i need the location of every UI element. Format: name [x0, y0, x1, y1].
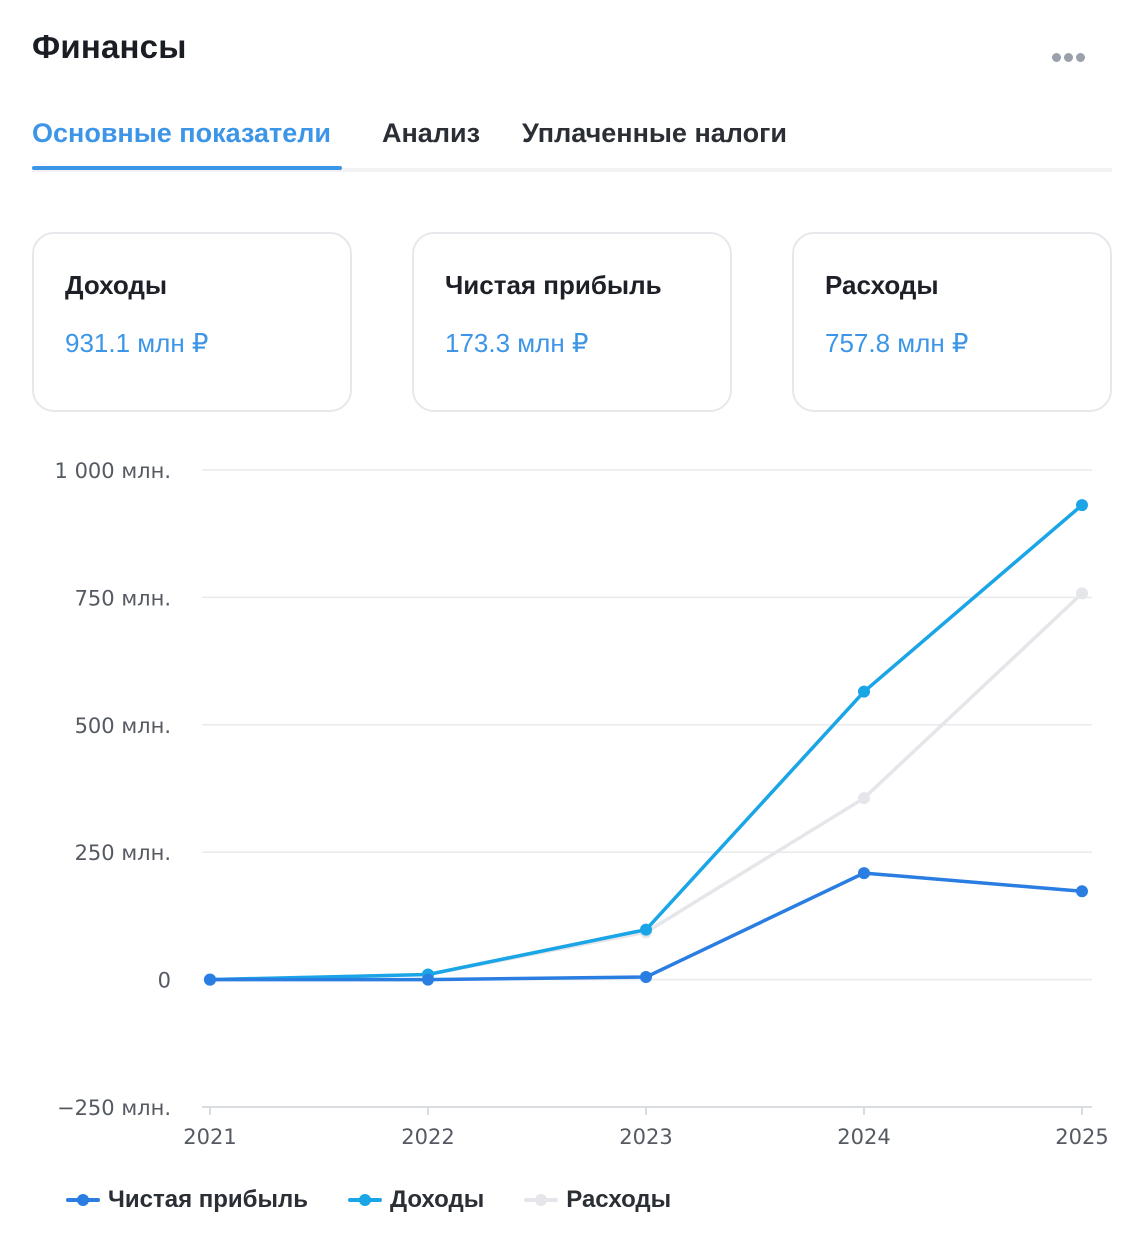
y-tick-label: 0 [158, 969, 171, 993]
card-net-profit-label: Чистая прибыль [445, 270, 662, 300]
active-tab-indicator [32, 166, 342, 170]
finance-header: Финансы [32, 28, 1110, 78]
data-point-net-profit [204, 973, 216, 986]
y-tick-label: 500 млн. [75, 714, 171, 738]
legend-swatch-income [347, 1194, 382, 1206]
card-income-value: 931.1 млн ₽ [65, 328, 209, 358]
finance-line-chart: −250 млн. 0 250 млн. 500 млн. 750 млн. 1 000 … [0, 440, 1142, 1160]
page-title: Финансы [32, 28, 187, 65]
x-tick-label: 2024 [837, 1125, 890, 1149]
x-tick-label: 2021 [183, 1125, 236, 1149]
chart-legend: Чистая прибыль Доходы Расходы [66, 1182, 711, 1218]
x-tick-label: 2022 [401, 1125, 454, 1149]
card-net-profit[interactable]: Чистая прибыль 173.3 млн ₽ [412, 232, 732, 412]
data-point-net-profit [640, 971, 652, 984]
y-tick-label: 250 млн. [75, 841, 171, 865]
legend-label-income: Доходы [389, 1186, 485, 1213]
chart-svg: −250 млн. 0 250 млн. 500 млн. 750 млн. 1 000 … [55, 459, 1109, 1149]
series-line-expenses [209, 592, 1084, 982]
card-income-label: Доходы [65, 270, 168, 300]
more-options-icon[interactable] [1052, 50, 1086, 64]
y-tick-label: −250 млн. [57, 1096, 171, 1120]
data-point-net-profit [422, 973, 434, 986]
card-income[interactable]: Доходы 931.1 млн ₽ [32, 232, 352, 412]
data-point-income [858, 685, 870, 698]
legend-item-net-profit[interactable]: Чистая прибыль [66, 1186, 308, 1214]
y-tick-label: 750 млн. [75, 586, 171, 610]
legend-label-net-profit: Чистая прибыль [108, 1186, 308, 1213]
card-expenses-value: 757.8 млн ₽ [825, 328, 969, 358]
x-tick-label: 2023 [619, 1125, 672, 1149]
tab-main-indicators[interactable]: Основные показатели [32, 118, 332, 148]
card-expenses[interactable]: Расходы 757.8 млн ₽ [792, 232, 1112, 412]
tab-analysis[interactable]: Анализ [382, 118, 480, 148]
data-point-income [1076, 499, 1088, 512]
data-point-expenses [858, 792, 870, 805]
card-net-profit-value: 173.3 млн ₽ [445, 328, 589, 358]
summary-cards: Доходы 931.1 млн ₽ Чистая прибыль 173.3 … [32, 232, 1112, 412]
legend-swatch-net-profit [66, 1194, 100, 1206]
legend-label-expenses: Расходы [566, 1186, 672, 1213]
y-tick-label: 1 000 млн. [55, 459, 171, 483]
card-expenses-label: Расходы [825, 270, 939, 300]
tab-taxes-paid[interactable]: Уплаченные налоги [522, 118, 787, 148]
legend-swatch-expenses [524, 1194, 559, 1206]
x-tick-label: 2025 [1055, 1125, 1108, 1149]
data-point-net-profit [1076, 885, 1088, 898]
data-point-income [640, 923, 652, 936]
series-line-income [209, 503, 1084, 982]
data-point-expenses [1076, 587, 1088, 600]
legend-item-expenses[interactable]: Расходы [524, 1186, 671, 1214]
data-point-net-profit [858, 867, 870, 880]
tabs-bar: Основные показатели Анализ Уплаченные на… [32, 112, 1112, 172]
legend-item-income[interactable]: Доходы [347, 1186, 485, 1214]
